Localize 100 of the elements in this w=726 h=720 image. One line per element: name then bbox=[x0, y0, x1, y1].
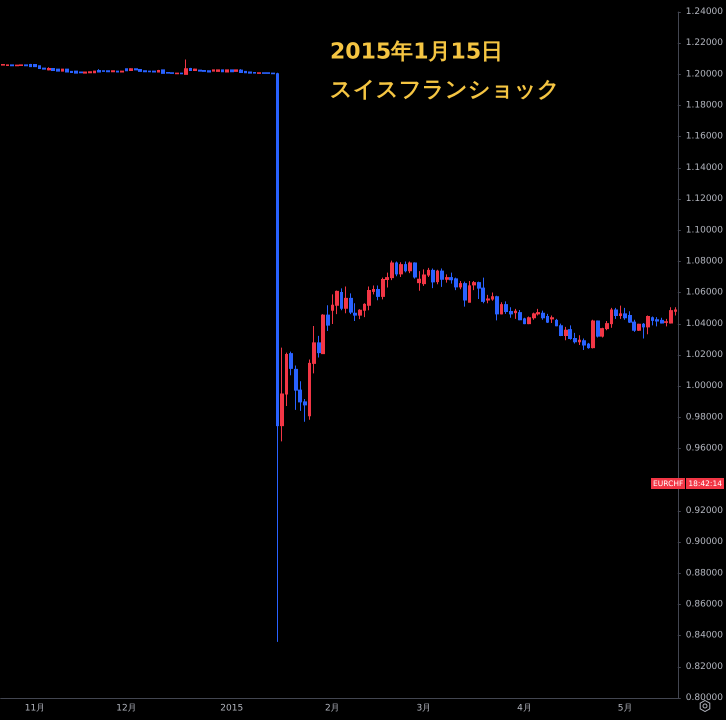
x-tick-label: 11月 bbox=[24, 704, 46, 714]
candlestick bbox=[15, 64, 19, 67]
y-tick-label: 0.90000 bbox=[686, 537, 724, 548]
y-tick-label: 1.12000 bbox=[686, 194, 724, 204]
candlestick bbox=[120, 70, 124, 73]
candlestick bbox=[518, 309, 522, 321]
candlestick bbox=[42, 67, 46, 70]
y-tick-label: 1.04000 bbox=[686, 318, 724, 329]
candlestick bbox=[221, 69, 224, 73]
y-tick-label: 0.80000 bbox=[686, 693, 724, 703]
candlestick bbox=[280, 347, 284, 442]
candlestick bbox=[495, 295, 499, 321]
text: 2015年1月15日 bbox=[330, 40, 504, 64]
x-tick-label: 4月 bbox=[517, 704, 532, 714]
y-tick-label: 0.88000 bbox=[686, 568, 724, 578]
candlestick bbox=[344, 286, 348, 314]
candlestick bbox=[445, 274, 449, 284]
candlestick bbox=[596, 320, 600, 338]
x-tick-label: 2015 bbox=[220, 704, 244, 714]
candlestick bbox=[486, 294, 490, 304]
candlestick bbox=[184, 59, 188, 76]
candlestick bbox=[481, 277, 485, 304]
candlestick bbox=[541, 310, 545, 320]
candlestick bbox=[591, 319, 595, 349]
candlestick bbox=[477, 281, 481, 300]
x-tick-label: 3月 bbox=[416, 704, 432, 714]
candlestick bbox=[578, 334, 581, 346]
candlestick bbox=[463, 281, 467, 308]
y-tick-label: 1.08000 bbox=[686, 256, 724, 266]
y-tick-label: 1.00000 bbox=[686, 381, 724, 392]
y-tick-label: 0.86000 bbox=[686, 599, 724, 610]
candlestick bbox=[262, 72, 266, 74]
candlestick bbox=[326, 304, 330, 332]
candlestick bbox=[198, 69, 202, 72]
candlestick bbox=[646, 315, 650, 335]
y-tick-label: 0.98000 bbox=[686, 412, 724, 422]
candlestick bbox=[500, 302, 503, 315]
candlestick bbox=[180, 72, 183, 75]
candlestick bbox=[459, 280, 462, 290]
candlestick bbox=[536, 308, 540, 316]
y-tick-label: 1.14000 bbox=[686, 162, 724, 173]
candlestick bbox=[134, 68, 138, 71]
candlestick bbox=[234, 69, 238, 72]
candlestick bbox=[175, 72, 179, 75]
candlestick bbox=[189, 67, 192, 72]
candlestick bbox=[125, 68, 128, 72]
candlestick bbox=[225, 69, 229, 73]
y-tick-label: 0.96000 bbox=[686, 444, 724, 454]
candlestick bbox=[47, 66, 51, 71]
y-tick-label: 1.06000 bbox=[686, 288, 724, 298]
candlestick bbox=[413, 262, 417, 280]
candlestick bbox=[440, 268, 444, 288]
x-tick-label: 2月 bbox=[325, 704, 340, 714]
candlestick bbox=[550, 315, 554, 324]
candlestick bbox=[97, 68, 101, 73]
candlestick bbox=[559, 323, 563, 337]
candlestick bbox=[642, 322, 645, 339]
y-tick-label: 1.10000 bbox=[686, 225, 724, 236]
candlestick bbox=[637, 323, 641, 332]
candlestick bbox=[564, 326, 568, 341]
candlestick bbox=[619, 305, 622, 320]
candlestick bbox=[289, 351, 293, 376]
candlestick bbox=[10, 64, 14, 67]
candlestick bbox=[24, 64, 28, 67]
y-tick-label: 0.84000 bbox=[686, 630, 724, 641]
y-tick-label: 0.92000 bbox=[686, 506, 724, 516]
candlestick bbox=[116, 70, 119, 73]
candlestick bbox=[157, 69, 160, 73]
candlestick bbox=[33, 64, 37, 68]
candlestick bbox=[170, 72, 174, 74]
candlestick bbox=[399, 262, 403, 278]
candlestick bbox=[468, 280, 471, 303]
candlestick bbox=[395, 260, 398, 277]
candlestick bbox=[472, 280, 476, 291]
candlestick bbox=[216, 69, 220, 72]
candlestick bbox=[340, 288, 343, 311]
candlestick bbox=[614, 307, 618, 320]
x-tick-label: 5月 bbox=[618, 704, 633, 714]
candlestick bbox=[514, 308, 517, 320]
candlestick bbox=[257, 72, 261, 74]
y-tick-label: 1.24000 bbox=[686, 7, 724, 17]
candlestick bbox=[129, 68, 133, 72]
candlestick bbox=[317, 335, 321, 358]
candlestick bbox=[61, 68, 64, 72]
y-tick-label: 1.02000 bbox=[686, 350, 724, 360]
candlestick bbox=[230, 69, 234, 73]
candlestick bbox=[376, 284, 380, 301]
candlestick bbox=[436, 269, 439, 285]
candlestick bbox=[431, 268, 435, 289]
candlestick bbox=[152, 70, 156, 73]
candlestick bbox=[248, 71, 252, 74]
candlestick bbox=[294, 364, 298, 410]
y-tick-label: 1.20000 bbox=[686, 69, 724, 80]
candlestick bbox=[408, 260, 412, 274]
candlestick bbox=[65, 68, 69, 73]
candlestick bbox=[582, 338, 586, 351]
candlestick bbox=[404, 260, 407, 273]
y-tick-label: 1.18000 bbox=[686, 100, 724, 111]
candlestick bbox=[239, 68, 243, 74]
candlestick bbox=[193, 68, 197, 72]
